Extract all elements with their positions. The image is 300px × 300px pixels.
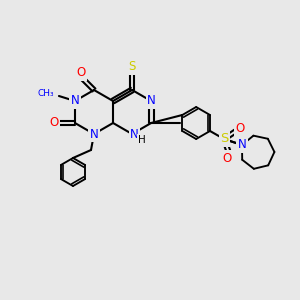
Text: S: S: [128, 61, 136, 74]
Text: O: O: [76, 67, 85, 80]
Text: N: N: [70, 94, 79, 107]
Text: N: N: [130, 128, 139, 142]
Text: O: O: [222, 152, 232, 164]
Text: N: N: [238, 139, 246, 152]
Text: N: N: [90, 128, 98, 140]
Text: S: S: [220, 133, 228, 146]
Text: O: O: [236, 122, 244, 136]
Text: N: N: [147, 94, 155, 107]
Text: CH₃: CH₃: [37, 89, 54, 98]
Text: O: O: [49, 116, 58, 130]
Text: H: H: [138, 135, 146, 145]
